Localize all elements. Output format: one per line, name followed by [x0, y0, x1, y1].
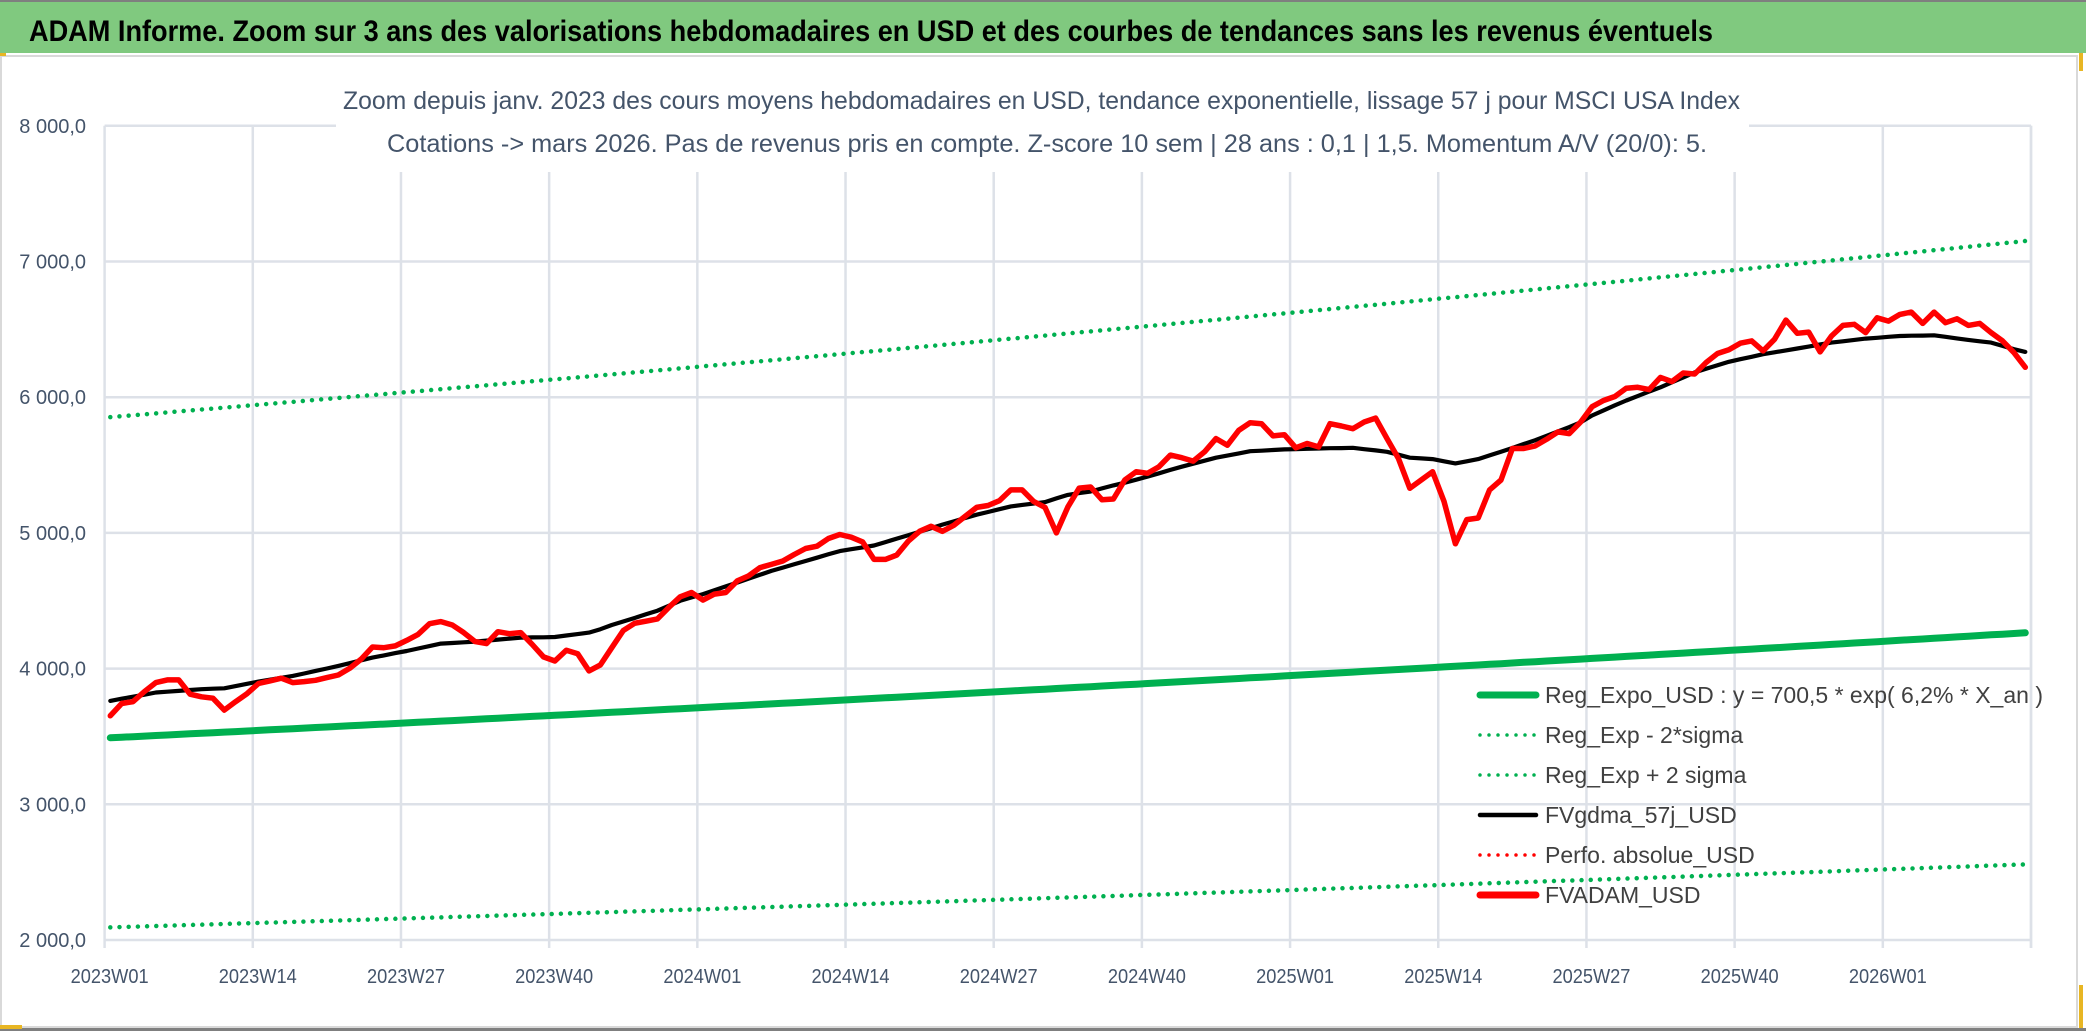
chart-frame	[0, 55, 2078, 1028]
y-axis-labels: 2 000,0 3 000,0 4 000,0 5 000,0 6 000,0 7 000…	[19, 116, 86, 952]
x-tick-label: 2025W40	[1701, 966, 1779, 988]
x-tick-label: 2025W14	[1404, 966, 1482, 988]
legend-item: Perfo. absolue_USD	[1478, 842, 1755, 868]
selection-handle-icon	[0, 1025, 22, 1029]
x-tick-label: 2024W01	[663, 966, 741, 988]
series-line-reg-exp-2-sigma	[108, 238, 2028, 420]
legend-item: Reg_Expo_USD : y = 700,5 * exp( 6,2% * X…	[1476, 682, 2043, 708]
x-tick-label: 2025W27	[1552, 966, 1630, 988]
legend-item: FVADAM_USD	[1476, 882, 1701, 908]
legend-item: FVgdma_57j_USD	[1477, 802, 1737, 828]
legend-label: FVADAM_USD	[1545, 882, 1701, 908]
title-bar-top-border	[0, 0, 2086, 2]
legend-label: Reg_Exp + 2 sigma	[1545, 762, 1747, 788]
x-tick-label: 2026W01	[1849, 966, 1927, 988]
series-line-fvgdma-57j-usd	[108, 333, 2028, 704]
selection-handle-icon	[2079, 985, 2083, 1028]
x-tick-label: 2024W40	[1108, 966, 1186, 988]
x-tick-label: 2025W01	[1256, 966, 1334, 988]
y-tick-label: 7 000,0	[19, 252, 86, 274]
legend-item: Reg_Exp - 2*sigma	[1478, 722, 1743, 748]
x-tick-label: 2024W14	[812, 966, 890, 988]
selection-handle-icon	[0, 53, 6, 56]
y-tick-label: 3 000,0	[19, 794, 86, 816]
legend-item: Reg_Exp + 2 sigma	[1478, 762, 1747, 788]
legend: Reg_Expo_USD : y = 700,5 * exp( 6,2% * X…	[1476, 682, 2043, 908]
x-tick-label: 2023W01	[71, 966, 149, 988]
x-axis-labels: 2023W01 2023W14 2023W27 2023W40 2024W01 2024W…	[71, 966, 1927, 988]
selection-handle-icon	[2079, 53, 2083, 71]
series-line-reg-expo-usd	[106, 629, 2029, 742]
legend-label: Reg_Expo_USD : y = 700,5 * exp( 6,2% * X…	[1545, 682, 2043, 708]
x-tick-label: 2024W27	[960, 966, 1038, 988]
x-tick-label: 2023W27	[367, 966, 445, 988]
legend-label: FVgdma_57j_USD	[1545, 802, 1737, 828]
chart-title-background	[336, 72, 1749, 172]
report-title: ADAM Informe. Zoom sur 3 ans des valoris…	[29, 15, 1713, 48]
y-tick-label: 4 000,0	[19, 659, 86, 681]
title-bar	[0, 0, 2086, 53]
window-border-bottom	[0, 1028, 2086, 1031]
series-line-reg-exp-2-sigma	[108, 862, 2028, 930]
chart-title-line-1: Zoom depuis janv. 2023 des cours moyens …	[343, 87, 1740, 115]
legend-label: Perfo. absolue_USD	[1545, 842, 1755, 868]
x-tick-label: 2023W14	[219, 966, 297, 988]
x-tick-label: 2023W40	[515, 966, 593, 988]
legend-label: Reg_Exp - 2*sigma	[1545, 722, 1743, 748]
y-tick-label: 6 000,0	[19, 387, 86, 409]
series-line-fvadam-usd	[107, 309, 2029, 719]
y-tick-label: 2 000,0	[19, 930, 86, 952]
chart-title-line-2: Cotations -> mars 2026. Pas de revenus p…	[387, 130, 1707, 158]
y-tick-label: 5 000,0	[19, 523, 86, 545]
y-tick-label: 8 000,0	[19, 116, 86, 138]
plot-series	[106, 238, 2029, 930]
